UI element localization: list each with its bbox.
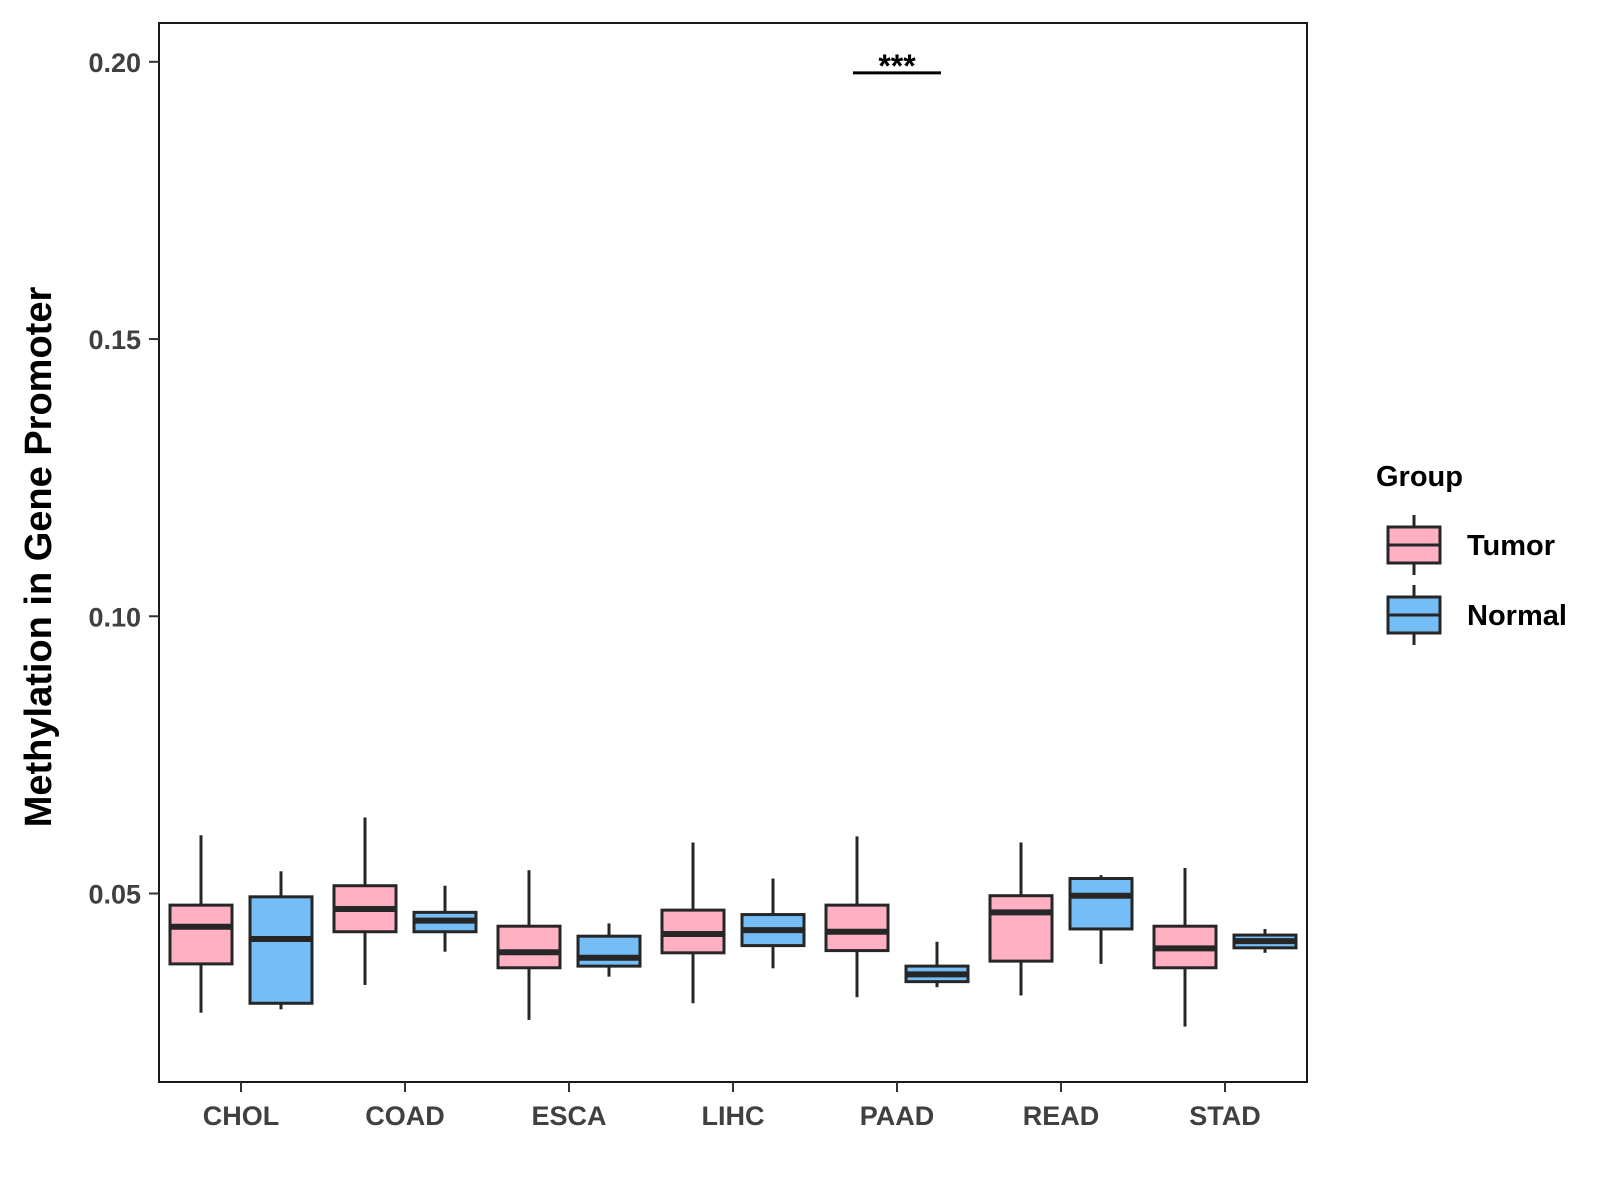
- plot-panel: [158, 22, 1308, 1083]
- y-axis: 0.05 0.10 0.15 0.20: [88, 48, 159, 909]
- significance-label: ***: [878, 48, 916, 84]
- y-tick-label: 0.05: [88, 879, 141, 909]
- panel-border: [158, 22, 1308, 1083]
- box-body: [248, 895, 314, 1005]
- boxes-layer: [168, 817, 1298, 1027]
- box-tumor-lihc: [660, 842, 726, 1004]
- box-tumor-stad: [1152, 867, 1218, 1027]
- y-tick-label: 0.15: [88, 325, 141, 355]
- legend: Group Tumor Normal: [1376, 461, 1567, 645]
- box-tumor-coad: [332, 817, 398, 985]
- y-tick-label: 0.10: [88, 602, 141, 632]
- x-tick-label: LIHC: [702, 1101, 765, 1131]
- box-body: [988, 894, 1054, 963]
- x-tick-label: COAD: [365, 1101, 445, 1131]
- y-tick-label: 0.20: [88, 48, 141, 78]
- x-axis: CHOL COAD ESCA LIHC PAAD READ STAD: [203, 1082, 1261, 1131]
- box-normal-chol: [248, 871, 314, 1010]
- x-tick-label: STAD: [1189, 1101, 1261, 1131]
- box-normal-esca: [576, 923, 642, 977]
- y-axis-title: Methylation in Gene Promoter: [18, 287, 60, 828]
- box-tumor-esca: [496, 870, 562, 1020]
- box-body: [1068, 877, 1134, 931]
- x-tick-label: READ: [1023, 1101, 1100, 1131]
- box-tumor-chol: [168, 835, 234, 1013]
- legend-label: Normal: [1467, 600, 1567, 632]
- box-normal-read: [1068, 875, 1134, 964]
- x-tick-label: CHOL: [203, 1101, 280, 1131]
- legend-item-tumor: Tumor: [1386, 515, 1555, 575]
- legend-title: Group: [1376, 461, 1463, 493]
- annotation-layer: ***: [853, 48, 941, 84]
- box-normal-lihc: [740, 878, 806, 969]
- box-normal-stad: [1232, 928, 1298, 953]
- legend-items: Tumor Normal: [1386, 515, 1567, 645]
- box-body: [576, 934, 642, 968]
- legend-label: Tumor: [1467, 530, 1555, 562]
- box-body: [496, 924, 562, 970]
- box-body: [168, 903, 234, 966]
- box-normal-coad: [412, 885, 478, 952]
- x-tick-label: PAAD: [860, 1101, 935, 1131]
- box-tumor-paad: [824, 836, 890, 998]
- box-normal-paad: [904, 941, 970, 988]
- box-tumor-read: [988, 842, 1054, 996]
- box-body: [824, 903, 890, 953]
- legend-item-normal: Normal: [1386, 585, 1567, 645]
- x-tick-label: ESCA: [531, 1101, 606, 1131]
